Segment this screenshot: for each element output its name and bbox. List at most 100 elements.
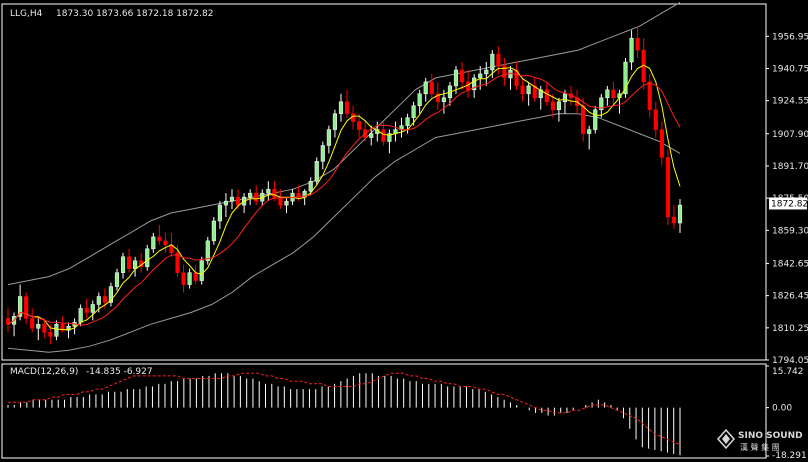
- candle-body: [562, 93, 568, 103]
- candle: [363, 121, 368, 142]
- candle-body: [187, 272, 192, 285]
- candle: [635, 26, 640, 59]
- candle: [193, 264, 198, 285]
- candle-body: [163, 240, 168, 246]
- candle-body: [405, 117, 410, 126]
- symbol-header: LLG,H4: [10, 9, 43, 19]
- candle-body: [532, 85, 537, 99]
- candle: [229, 189, 235, 210]
- candle-body: [623, 61, 628, 95]
- candle: [42, 318, 47, 339]
- candle-body: [217, 204, 222, 222]
- candle-body: [514, 69, 519, 87]
- candle: [629, 30, 634, 70]
- candle: [556, 97, 561, 122]
- macd-tick-label: -18.291: [772, 451, 807, 461]
- candle-body: [587, 129, 592, 134]
- candle-body: [344, 101, 350, 114]
- candle-body: [54, 324, 59, 337]
- candle-body: [526, 85, 531, 95]
- candle-body: [96, 296, 101, 305]
- current-price-label: 1872.82: [771, 199, 808, 209]
- price-panel-border: [1, 3, 767, 361]
- candle: [581, 97, 586, 142]
- candle: [659, 121, 664, 166]
- candle: [30, 308, 35, 333]
- candle: [357, 113, 362, 138]
- candle-body: [235, 196, 241, 206]
- price-tick-label: 1842.65: [772, 259, 808, 269]
- candle: [599, 93, 604, 118]
- candle-body: [472, 77, 477, 91]
- candle-body: [556, 101, 561, 110]
- candles-layer: [5, 26, 683, 345]
- candle-body: [223, 200, 229, 206]
- candle: [199, 256, 204, 285]
- candle-body: [60, 324, 65, 331]
- candle-body: [272, 188, 277, 198]
- candle-body: [593, 109, 598, 130]
- candle-body: [411, 105, 416, 118]
- candle-body: [145, 248, 150, 267]
- candle: [617, 89, 622, 114]
- candle: [254, 185, 259, 206]
- candle-body: [599, 97, 604, 110]
- candle-body: [205, 240, 210, 261]
- candle: [393, 121, 398, 142]
- candle: [399, 117, 404, 138]
- candle-body: [611, 89, 616, 99]
- candle-body: [284, 200, 289, 206]
- logo-diamond-icon: [716, 428, 736, 450]
- candle: [605, 85, 610, 106]
- candle-body: [133, 260, 138, 269]
- candle-body: [36, 324, 41, 329]
- candle: [320, 141, 325, 170]
- candle: [205, 236, 210, 265]
- candle-body: [453, 69, 459, 87]
- candle: [223, 193, 229, 218]
- candle: [417, 89, 422, 114]
- candle: [211, 217, 216, 245]
- candle: [587, 125, 592, 150]
- chart-frame: [1, 3, 767, 459]
- candle-body: [102, 296, 107, 303]
- candle: [641, 38, 646, 90]
- candle-body: [357, 121, 362, 130]
- candle-body: [175, 252, 180, 273]
- candle: [120, 252, 126, 279]
- band-upper: [7, 1, 681, 286]
- candle: [127, 248, 132, 273]
- candle: [665, 149, 670, 225]
- candle: [84, 298, 89, 319]
- candle-body: [199, 260, 204, 281]
- candle: [344, 89, 350, 118]
- candle: [611, 81, 616, 106]
- candle-body: [42, 324, 47, 333]
- candle: [459, 62, 465, 90]
- brand-watermark: SINO SOUND 漢 聲 集 團: [716, 428, 803, 452]
- candle-body: [248, 192, 253, 198]
- candle: [532, 77, 537, 102]
- candle-body: [490, 53, 495, 71]
- candle-body: [24, 296, 29, 319]
- candle-body: [181, 272, 186, 285]
- brand-sub: 漢 聲 集 團: [740, 442, 780, 452]
- macd-signal-line: [8, 372, 681, 446]
- candle-body: [478, 73, 483, 79]
- candle: [187, 268, 192, 289]
- candle-body: [544, 89, 549, 103]
- candle-body: [429, 81, 434, 95]
- price-tick-label: 1826.45: [772, 292, 808, 302]
- candle: [484, 62, 489, 86]
- price-tick-label: 1891.70: [772, 162, 808, 172]
- candle-body: [211, 220, 216, 242]
- candle: [133, 256, 138, 277]
- macd-tick-label: 15.742: [772, 367, 804, 377]
- candle: [562, 89, 568, 114]
- candle-body: [520, 85, 525, 95]
- candle: [36, 316, 41, 341]
- candle: [538, 85, 543, 110]
- candle-body: [308, 181, 313, 192]
- ma-slow: [7, 72, 681, 326]
- candle: [496, 46, 501, 74]
